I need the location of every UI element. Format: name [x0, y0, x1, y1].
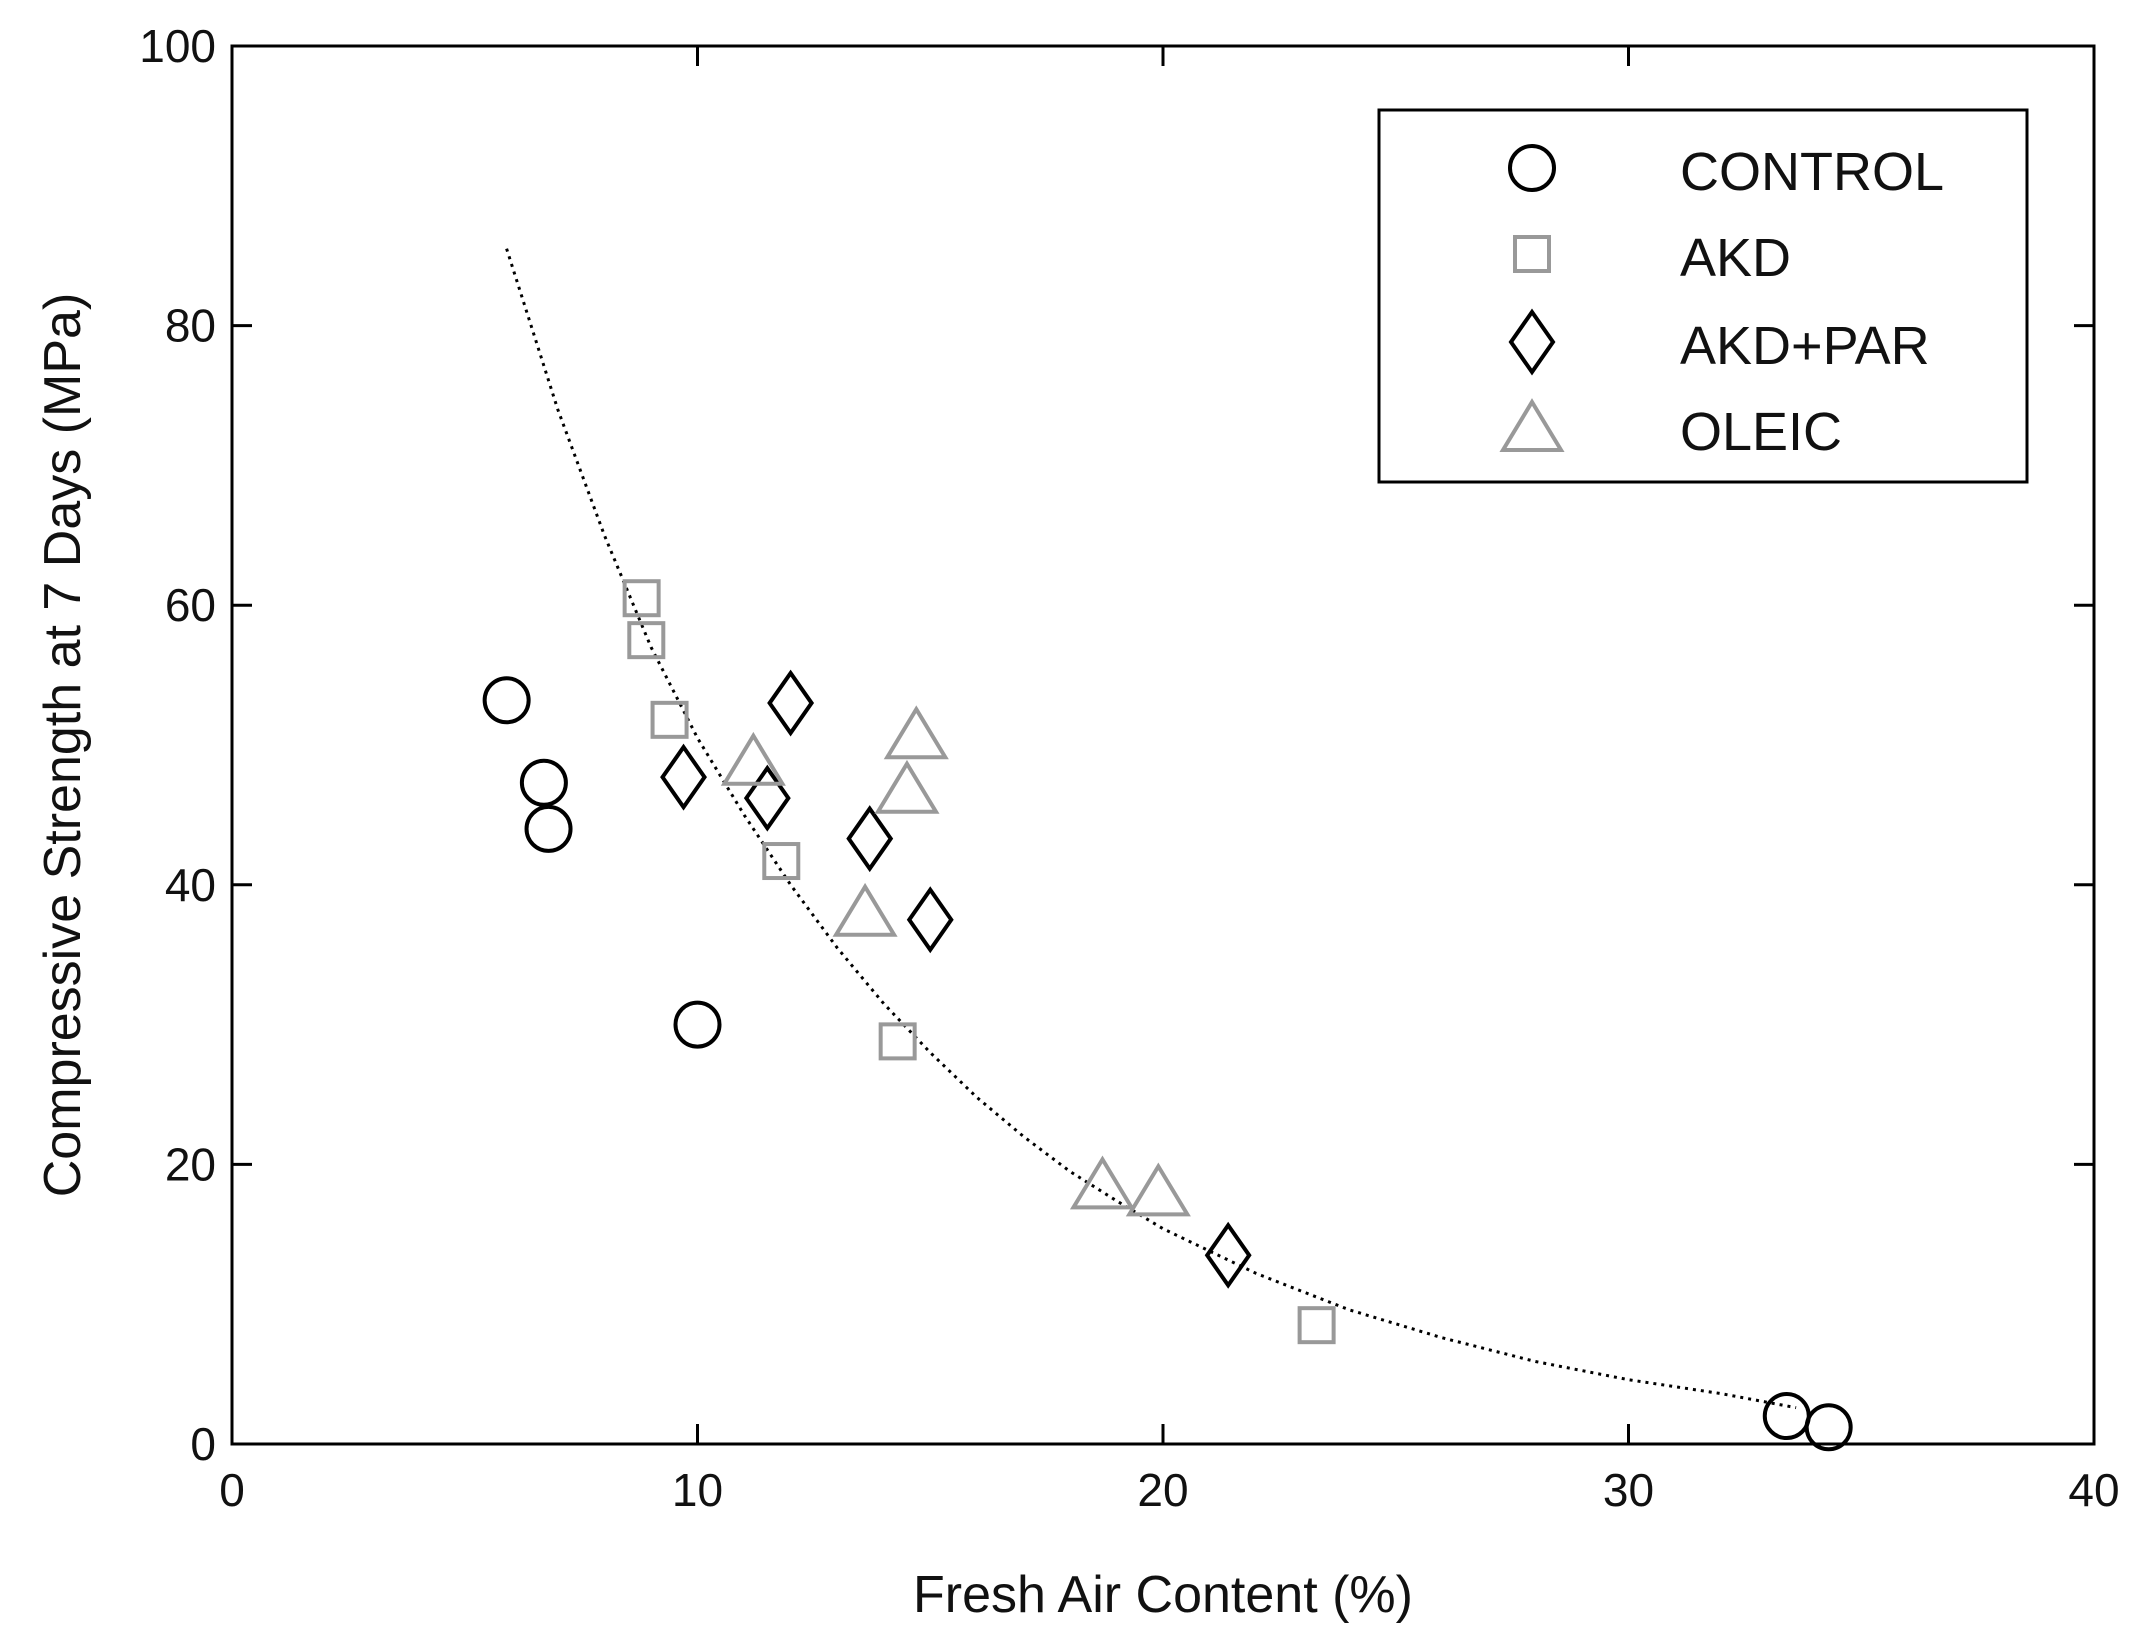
legend-marker-akd-par: [1508, 308, 1556, 376]
point-oleic: [874, 759, 940, 814]
legend-marker-control: [1508, 144, 1556, 192]
legend: CONTROL AKD AKD+PAR OLEIC: [1377, 108, 2029, 484]
y-tick-label: 100: [139, 20, 216, 72]
point-oleic: [832, 882, 898, 937]
point-oleic: [883, 705, 949, 760]
data-markers: [482, 579, 1853, 1452]
legend-label-control: CONTROL: [1680, 142, 1944, 202]
point-control: [519, 758, 568, 807]
point-akd: [650, 700, 689, 739]
legend-label-akd: AKD: [1680, 228, 1791, 288]
x-tick-label: 20: [1137, 1464, 1188, 1516]
point-akd: [622, 579, 661, 618]
y-axis-title: Compressive Strength at 7 Days (MPa): [34, 293, 92, 1198]
legend-marker-akd: [1513, 235, 1551, 273]
x-tick-label: 10: [672, 1464, 723, 1516]
point-control: [524, 804, 573, 853]
point-control: [673, 1000, 722, 1049]
x-axis-title: Fresh Air Content (%): [913, 1566, 1413, 1624]
x-tick-label: 0: [219, 1464, 245, 1516]
point-akd-par: [906, 886, 954, 954]
point-oleic: [1125, 1162, 1191, 1217]
point-akd-par: [660, 743, 707, 811]
legend-marker-oleic: [1499, 398, 1565, 452]
point-control: [482, 676, 531, 725]
y-tick-label: 80: [165, 300, 216, 352]
point-akd-par: [1204, 1221, 1252, 1289]
legend-label-akd-par: AKD+PAR: [1680, 316, 1930, 376]
point-oleic: [1069, 1155, 1136, 1210]
point-akd: [762, 842, 801, 881]
legend-box: [1377, 108, 2029, 484]
y-tick-label: 0: [190, 1418, 216, 1470]
point-akd-par: [846, 805, 894, 873]
tick-labels: 0 10 20 30 40 0 20 40 60 80 100: [139, 20, 2119, 1516]
point-akd-par: [743, 764, 791, 832]
y-tick-label: 40: [165, 859, 216, 911]
y-tick-label: 20: [165, 1138, 216, 1190]
legend-items: CONTROL AKD AKD+PAR OLEIC: [1499, 142, 1944, 462]
x-tick-label: 30: [1603, 1464, 1654, 1516]
point-oleic: [720, 731, 786, 786]
point-akd: [878, 1022, 917, 1061]
point-akd: [627, 621, 666, 660]
point-control: [1804, 1403, 1853, 1452]
legend-label-oleic: OLEIC: [1680, 402, 1842, 462]
point-akd-par: [767, 669, 815, 737]
y-tick-label: 60: [165, 579, 216, 631]
x-tick-label: 40: [2068, 1464, 2119, 1516]
axis-ticks: [230, 44, 2096, 1446]
point-akd: [1297, 1306, 1336, 1345]
